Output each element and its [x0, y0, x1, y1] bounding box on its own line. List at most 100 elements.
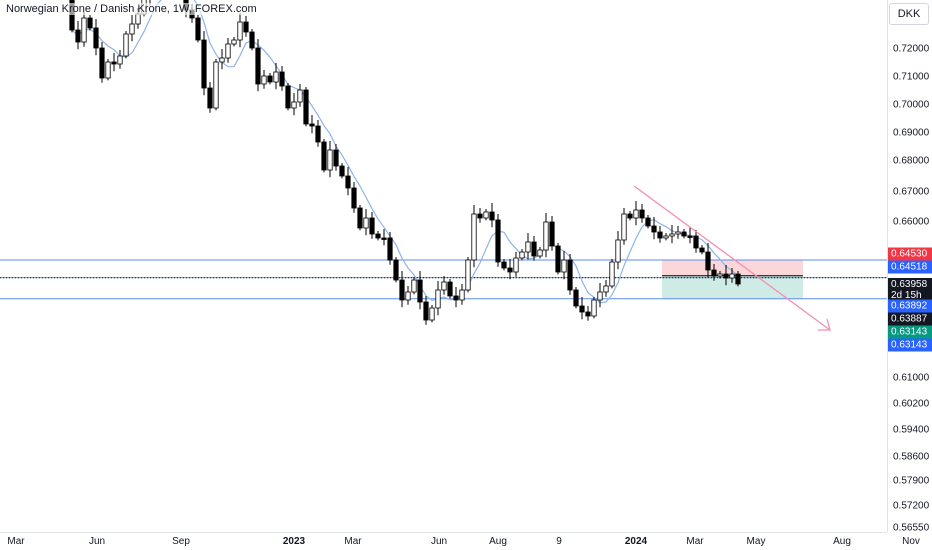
- candle[interactable]: [339, 163, 345, 179]
- candle[interactable]: [148, 0, 152, 6]
- candle[interactable]: [723, 265, 729, 286]
- candle[interactable]: [345, 167, 351, 196]
- candle[interactable]: [531, 236, 537, 261]
- candle[interactable]: [675, 226, 681, 239]
- candle[interactable]: [615, 231, 621, 270]
- candle[interactable]: [579, 297, 585, 320]
- candle[interactable]: [267, 73, 273, 85]
- candle[interactable]: [291, 93, 297, 116]
- candle[interactable]: [399, 271, 405, 308]
- candle[interactable]: [507, 259, 513, 280]
- candle[interactable]: [687, 227, 693, 244]
- candle[interactable]: [237, 13, 243, 48]
- candle[interactable]: [219, 49, 225, 70]
- candle[interactable]: [471, 205, 477, 268]
- candle[interactable]: [99, 42, 105, 83]
- candle[interactable]: [321, 139, 327, 173]
- candle[interactable]: [387, 232, 393, 265]
- candle[interactable]: [657, 226, 663, 243]
- candle[interactable]: [639, 204, 645, 223]
- candle[interactable]: [477, 208, 483, 223]
- candle[interactable]: [543, 213, 549, 258]
- candle[interactable]: [81, 12, 87, 47]
- candle[interactable]: [663, 233, 669, 241]
- candle[interactable]: [717, 271, 723, 279]
- candle[interactable]: [249, 29, 255, 51]
- stop-loss-zone[interactable]: [662, 259, 803, 276]
- candle[interactable]: [693, 230, 699, 253]
- candle[interactable]: [357, 205, 363, 231]
- candle[interactable]: [519, 249, 525, 261]
- candle[interactable]: [87, 15, 93, 31]
- candle[interactable]: [441, 276, 447, 295]
- candle[interactable]: [591, 297, 597, 319]
- candle[interactable]: [453, 287, 459, 308]
- candle[interactable]: [411, 277, 417, 295]
- candle[interactable]: [261, 70, 267, 89]
- candle[interactable]: [435, 281, 441, 316]
- candle[interactable]: [495, 214, 501, 267]
- candle[interactable]: [297, 84, 303, 107]
- candle[interactable]: [567, 254, 573, 295]
- candle[interactable]: [285, 83, 291, 111]
- candle[interactable]: [273, 63, 279, 90]
- candle[interactable]: [279, 66, 285, 91]
- candle[interactable]: [243, 16, 249, 37]
- candle[interactable]: [735, 271, 741, 287]
- candle[interactable]: [375, 231, 381, 241]
- candle[interactable]: [381, 229, 387, 246]
- candle[interactable]: [117, 50, 123, 69]
- candle[interactable]: [405, 286, 411, 305]
- candle[interactable]: [501, 259, 507, 271]
- candle[interactable]: [609, 259, 615, 289]
- candle[interactable]: [213, 59, 219, 111]
- candle[interactable]: [585, 306, 591, 321]
- candle[interactable]: [465, 257, 471, 293]
- candle[interactable]: [327, 141, 333, 178]
- candle[interactable]: [363, 209, 369, 236]
- candle[interactable]: [597, 283, 603, 308]
- candle[interactable]: [603, 280, 609, 297]
- candle[interactable]: [333, 144, 339, 171]
- candle[interactable]: [417, 271, 423, 310]
- candle[interactable]: [351, 182, 357, 213]
- candle[interactable]: [627, 211, 633, 221]
- candle[interactable]: [225, 38, 231, 63]
- candle[interactable]: [231, 37, 237, 47]
- candle[interactable]: [699, 245, 705, 255]
- candle[interactable]: [207, 82, 213, 113]
- candle[interactable]: [513, 252, 519, 277]
- candle[interactable]: [255, 39, 261, 92]
- candle[interactable]: [525, 233, 531, 260]
- candle[interactable]: [669, 225, 675, 244]
- candle[interactable]: [303, 87, 309, 127]
- candle[interactable]: [681, 229, 687, 239]
- candle[interactable]: [93, 19, 99, 56]
- currency-button[interactable]: DKK: [889, 3, 929, 25]
- candle[interactable]: [645, 215, 651, 229]
- candle[interactable]: [201, 31, 207, 96]
- candle[interactable]: [633, 201, 639, 226]
- trend-arrow-line[interactable]: [633, 185, 831, 331]
- candle[interactable]: [573, 287, 579, 309]
- candle[interactable]: [489, 203, 495, 228]
- candle[interactable]: [705, 243, 711, 278]
- candle[interactable]: [729, 268, 735, 283]
- candle[interactable]: [483, 209, 489, 221]
- candle[interactable]: [447, 279, 453, 299]
- candle[interactable]: [549, 216, 555, 251]
- candle[interactable]: [315, 120, 321, 147]
- candle[interactable]: [123, 31, 129, 59]
- candle[interactable]: [621, 208, 627, 245]
- candle[interactable]: [75, 21, 81, 50]
- candle[interactable]: [537, 247, 543, 259]
- candle[interactable]: [369, 212, 375, 239]
- candle[interactable]: [555, 243, 561, 275]
- candle[interactable]: [651, 217, 657, 240]
- candle[interactable]: [423, 296, 429, 325]
- candle[interactable]: [195, 15, 201, 43]
- candle[interactable]: [459, 284, 465, 305]
- take-profit-zone[interactable]: [662, 275, 803, 299]
- candle[interactable]: [429, 305, 435, 323]
- candle[interactable]: [711, 264, 717, 281]
